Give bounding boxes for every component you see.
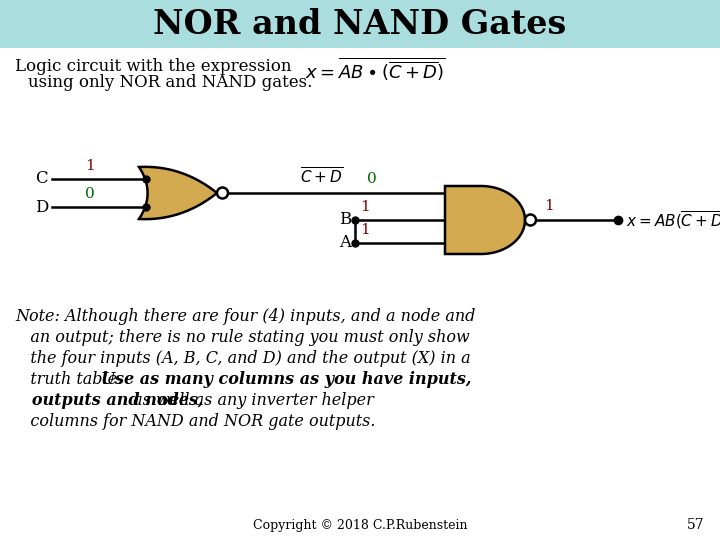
Text: Note: Although there are four (4) inputs, and a node and: Note: Although there are four (4) inputs… <box>15 308 475 325</box>
Text: truth table.: truth table. <box>15 371 127 388</box>
Text: B: B <box>338 212 351 228</box>
Text: Copyright © 2018 C.P.Rubenstein: Copyright © 2018 C.P.Rubenstein <box>253 519 467 532</box>
Text: D: D <box>35 199 48 215</box>
Text: Use as many columns as you have inputs,: Use as many columns as you have inputs, <box>102 371 472 388</box>
Text: using only NOR and NAND gates.: using only NOR and NAND gates. <box>28 74 312 91</box>
Text: outputs and nodes,: outputs and nodes, <box>15 392 204 409</box>
Text: 0: 0 <box>366 172 377 186</box>
Text: 57: 57 <box>688 518 705 532</box>
Text: columns for NAND and NOR gate outputs.: columns for NAND and NOR gate outputs. <box>15 413 376 430</box>
Text: 1: 1 <box>360 222 370 237</box>
Text: the four inputs (A, B, C, and D) and the output (X) in a: the four inputs (A, B, C, and D) and the… <box>15 350 471 367</box>
Bar <box>0 0 720 48</box>
Text: A: A <box>339 234 351 251</box>
Text: C: C <box>35 171 48 187</box>
Circle shape <box>525 214 536 226</box>
Text: $\overline{C+D}$: $\overline{C+D}$ <box>300 167 343 187</box>
Text: as well as any inverter helper: as well as any inverter helper <box>128 392 374 409</box>
Text: $x = AB(\overline{C+D})$: $x = AB(\overline{C+D})$ <box>626 209 720 231</box>
Text: $x = \overline{AB \bullet (\overline{C + D})}$: $x = \overline{AB \bullet (\overline{C +… <box>305 56 446 83</box>
Text: 1: 1 <box>544 199 554 213</box>
Circle shape <box>217 187 228 199</box>
Polygon shape <box>445 186 525 254</box>
Polygon shape <box>139 167 217 219</box>
Text: 1: 1 <box>85 159 95 173</box>
Text: Logic circuit with the expression: Logic circuit with the expression <box>15 58 297 75</box>
Text: NOR and NAND Gates: NOR and NAND Gates <box>153 8 567 40</box>
Text: 0: 0 <box>85 187 95 201</box>
Text: 1: 1 <box>360 200 370 214</box>
Text: an output; there is no rule stating you must only show: an output; there is no rule stating you … <box>15 329 469 346</box>
